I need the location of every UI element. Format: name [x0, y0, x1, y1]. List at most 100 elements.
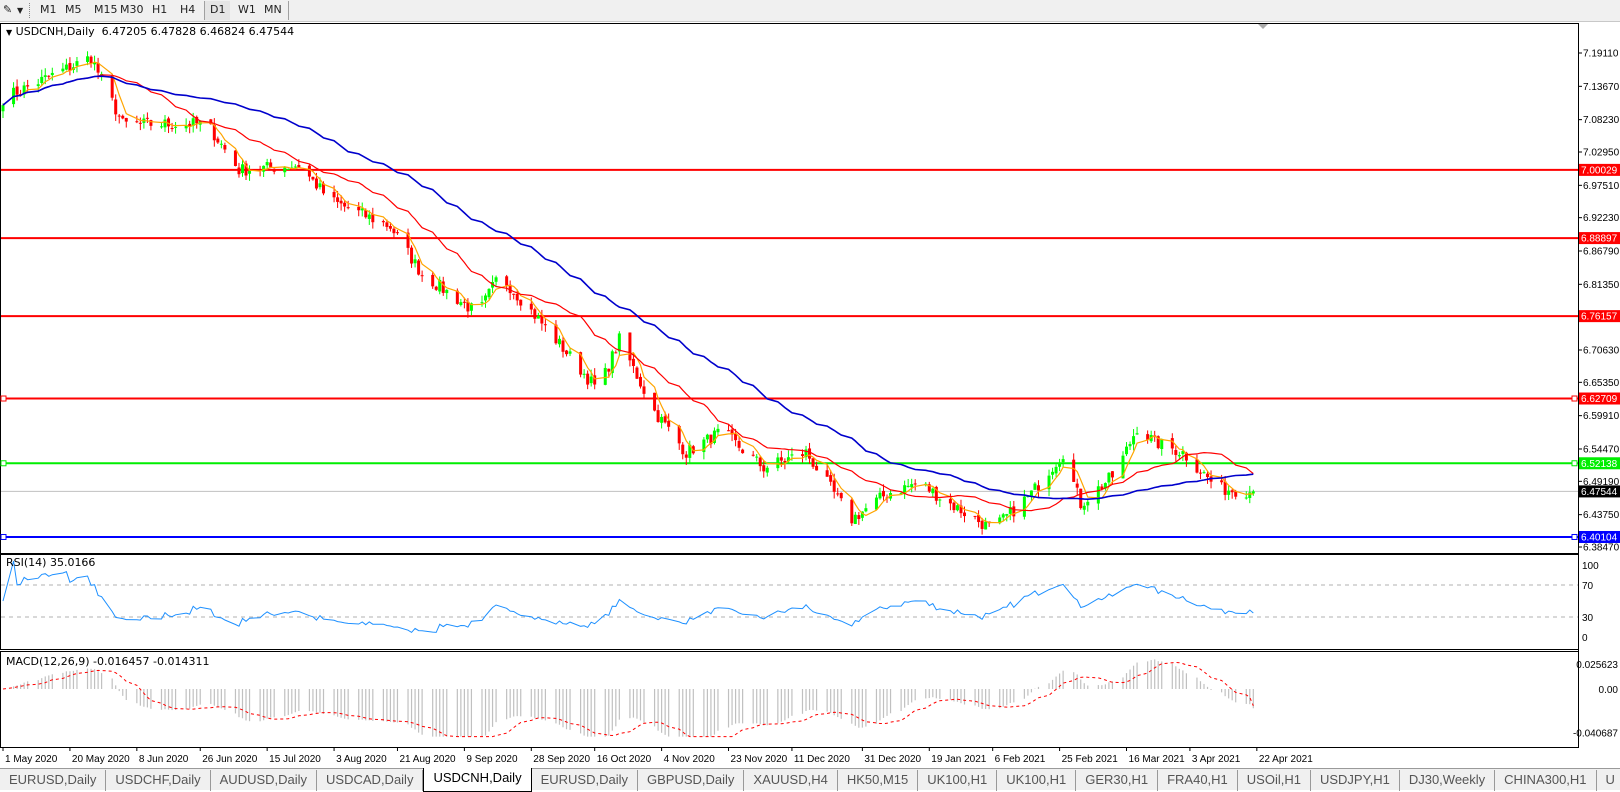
- level-price-label: 6.40104: [1581, 532, 1618, 543]
- bear-candle: [237, 167, 241, 175]
- bear-candle: [614, 352, 618, 354]
- timeframe-m30[interactable]: M30: [120, 3, 144, 16]
- bull-candle: [702, 439, 706, 453]
- chart-tab[interactable]: USDCHF,Daily: [106, 770, 211, 791]
- chart-tab[interactable]: EURUSD,Daily: [0, 770, 107, 791]
- bear-candle: [1234, 491, 1238, 497]
- x-tick-label: 6 Feb 2021: [995, 754, 1046, 765]
- current-price-label: 6.47544: [1581, 487, 1618, 498]
- bear-candle: [1075, 483, 1079, 488]
- bear-candle: [832, 480, 836, 492]
- chart-tab[interactable]: FRA40,H1: [1158, 770, 1238, 791]
- bull-candle: [360, 208, 364, 211]
- collapse-triangle-icon[interactable]: ▼: [6, 28, 13, 37]
- bear-candle: [15, 86, 19, 95]
- chart-tab[interactable]: AUDUSD,Daily: [211, 770, 318, 791]
- bear-candle: [628, 332, 632, 361]
- bear-candle: [145, 117, 149, 119]
- bear-candle: [913, 483, 917, 485]
- toolbar-grip[interactable]: [29, 3, 32, 18]
- bear-candle: [1206, 473, 1210, 478]
- rsi-line: [2, 560, 1254, 634]
- chart-tab[interactable]: USDCNH,Daily: [423, 768, 532, 792]
- bull-candle: [1008, 507, 1012, 514]
- chart-tabs: EURUSD,Daily USDCHF,Daily AUDUSD,Daily USDC…: [0, 768, 1620, 792]
- level-price-tag: [1579, 530, 1620, 543]
- chart-tab[interactable]: U: [1597, 770, 1620, 791]
- chart-tab[interactable]: DJ30,Weekly: [1400, 770, 1496, 791]
- bear-candle: [815, 465, 819, 471]
- bear-candle: [529, 303, 533, 310]
- bull-candle: [557, 338, 561, 345]
- macd-signal-line: [2, 661, 1254, 738]
- bear-candle: [1036, 485, 1040, 491]
- bear-candle: [579, 352, 583, 375]
- bull-candle: [790, 454, 794, 456]
- bear-candle: [1110, 471, 1114, 478]
- bull-candle: [716, 428, 720, 433]
- bear-candle: [1198, 472, 1202, 474]
- macd-tick-label: 0.00: [1599, 685, 1619, 696]
- bull-candle: [589, 376, 593, 384]
- chart-tab[interactable]: GER30,H1: [1076, 770, 1159, 791]
- bear-candle: [68, 63, 72, 71]
- bear-candle: [811, 458, 815, 467]
- chart-area[interactable]: 7.19110 7.13670 7.08230 7.02950 6.97510 6.922…: [0, 0, 1620, 768]
- chart-tools-icon[interactable]: ✎: [3, 3, 13, 16]
- rsi-tick-label: 0: [1582, 633, 1588, 644]
- chart-tab[interactable]: USOil,H1: [1238, 770, 1311, 791]
- bull-candle: [1051, 471, 1055, 475]
- chart-tab[interactable]: USDCAD,Daily: [317, 770, 424, 791]
- bull-candle: [64, 64, 68, 70]
- bear-candle: [339, 200, 343, 204]
- bear-candle: [392, 228, 396, 234]
- bull-candle: [853, 514, 857, 524]
- timeframe-m15[interactable]: M15: [94, 3, 118, 16]
- bear-candle: [607, 368, 611, 372]
- bear-candle: [1230, 490, 1234, 493]
- bull-candle: [1132, 436, 1136, 445]
- x-tick-label: 28 Sep 2020: [533, 754, 590, 765]
- chart-tab[interactable]: EURUSD,Daily: [532, 770, 638, 791]
- bull-candle: [367, 214, 371, 219]
- dropdown-arrow-icon[interactable]: ▼: [17, 6, 24, 15]
- bull-candle: [931, 488, 935, 494]
- bear-candle: [388, 226, 392, 229]
- chart-tab[interactable]: GBPUSD,Daily: [638, 770, 745, 791]
- bear-candle: [667, 420, 671, 427]
- bull-candle: [1005, 514, 1009, 516]
- timeframe-m5[interactable]: M5: [65, 3, 82, 16]
- timeframe-d1[interactable]: D1: [205, 1, 231, 20]
- bear-candle: [357, 206, 361, 211]
- chart-tab[interactable]: UK100,H1: [918, 770, 998, 791]
- timeframe-w1[interactable]: W1: [238, 3, 256, 16]
- bull-candle: [1001, 514, 1005, 518]
- bear-candle: [1156, 436, 1160, 449]
- level-price-label: 7.00029: [1581, 165, 1618, 176]
- bull-candle: [786, 457, 790, 462]
- bear-candle: [836, 493, 840, 495]
- chart-tab[interactable]: UK100,H1: [997, 770, 1077, 791]
- chart-tab[interactable]: XAUUSD,H4: [744, 770, 838, 791]
- timeframe-h1[interactable]: H1: [152, 3, 168, 16]
- bear-candle: [244, 163, 248, 176]
- bear-candle: [751, 454, 755, 456]
- timeframe-h4[interactable]: H4: [180, 3, 196, 16]
- bear-candle: [336, 197, 340, 202]
- bear-candle: [519, 299, 523, 306]
- bear-candle: [1184, 452, 1188, 461]
- chart-tab[interactable]: CHINA300,H1: [1495, 770, 1597, 791]
- y-tick-label: 6.92230: [1583, 213, 1620, 224]
- bear-candle: [272, 168, 276, 172]
- timeframe-mn[interactable]: MN: [264, 3, 282, 16]
- bear-candle: [727, 430, 731, 432]
- bear-candle: [554, 324, 558, 344]
- y-tick-label: 6.54470: [1583, 444, 1620, 455]
- chart-tab[interactable]: USDJPY,H1: [1311, 770, 1400, 791]
- chart-tab[interactable]: HK50,M15: [838, 770, 919, 791]
- timeframe-m1[interactable]: M1: [40, 3, 57, 16]
- bear-candle: [663, 416, 667, 423]
- bear-candle: [1223, 481, 1227, 495]
- bull-candle: [50, 72, 54, 76]
- bull-candle: [184, 125, 188, 129]
